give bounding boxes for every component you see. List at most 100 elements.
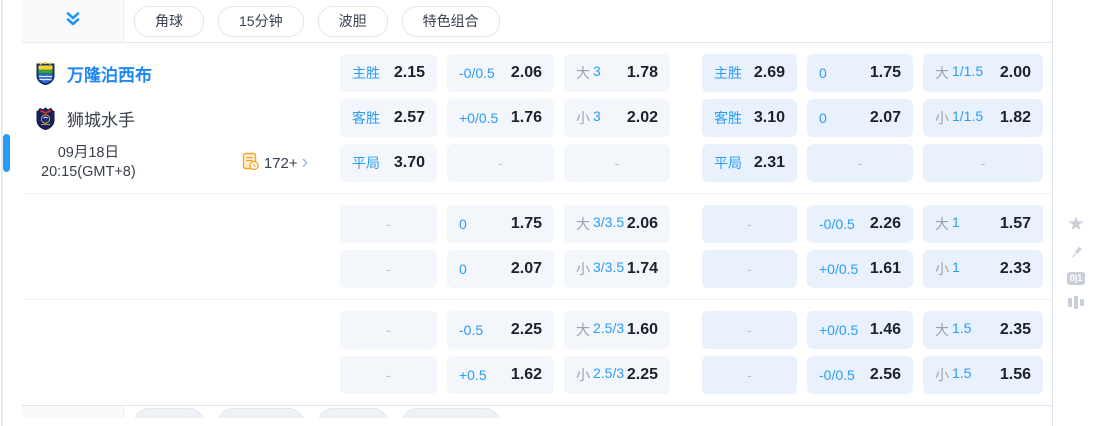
odds-cell[interactable]: 小 1.5 1.56 (923, 356, 1043, 394)
odds-cell[interactable]: 大 1/1.5 2.00 (923, 54, 1043, 92)
odds-cell: - (447, 144, 554, 182)
empty-odds-dash: - (498, 155, 503, 171)
home-team-row[interactable]: 万隆泊西布 (35, 54, 330, 92)
odds-cell[interactable]: 客胜 2.57 (340, 99, 437, 137)
odds-label: +0/0.5 (819, 322, 859, 338)
empty-odds-dash: - (614, 155, 620, 171)
odds-label: -0.5 (459, 322, 484, 338)
odds-value: 2.31 (753, 154, 785, 171)
chevron-right-icon: › (301, 151, 308, 173)
left-scrollbar[interactable] (0, 0, 14, 426)
odds-label: 0 (819, 110, 827, 126)
market-tab[interactable]: 波胆 (317, 5, 388, 37)
market-tab[interactable]: 15分钟 (218, 5, 304, 37)
odds-value: 1.62 (510, 366, 542, 383)
odds-value: 2.15 (393, 64, 425, 81)
odds-cell[interactable]: 大 1.5 2.35 (923, 311, 1043, 349)
odds-cell[interactable]: 大 2.5/3 1.60 (564, 311, 670, 349)
info-spacer (35, 311, 330, 394)
odds-cell: - (340, 250, 437, 288)
odds-grid-third: - -0.5 2.25 大 2.5/3 1.60 - +0/0.5 1.46 大 1.5 2.35 - +… (340, 311, 1043, 394)
odds-cell[interactable]: -0/0.5 2.26 (807, 205, 913, 243)
next-match-row-partial: 角球 15分钟 波胆 特色组合 (22, 406, 1052, 418)
column-group-spacer (680, 99, 692, 137)
odds-cell[interactable]: 大 1 1.57 (923, 205, 1043, 243)
odds-label: 主胜 (352, 65, 380, 81)
odds-cell[interactable]: +0/0.5 1.61 (807, 250, 913, 288)
odds-cell[interactable]: 平局 3.70 (340, 144, 437, 182)
market-tab[interactable]: 角球 (134, 5, 204, 37)
odds-cell[interactable]: 0 1.75 (447, 205, 554, 243)
away-team-logo-icon (35, 106, 56, 130)
odds-cell[interactable]: 平局 2.31 (702, 144, 797, 182)
double-chevron-down-icon (64, 10, 82, 33)
odds-value: 1.46 (869, 321, 901, 338)
market-tab[interactable]: 15分钟 (218, 408, 304, 418)
column-group-spacer (680, 250, 692, 288)
favorite-star-icon[interactable]: ★ (1067, 214, 1085, 235)
odds-cell[interactable]: 主胜 2.15 (340, 54, 437, 92)
odds-label: 大 3/3.5 (576, 214, 625, 232)
odds-cell[interactable]: 大 3/3.5 2.06 (564, 205, 670, 243)
odds-cell[interactable]: 0 1.75 (807, 54, 913, 92)
odds-cell[interactable]: 大 3 1.78 (564, 54, 670, 92)
stats-chart-icon[interactable] (1068, 296, 1084, 309)
odds-value: 1.61 (869, 260, 901, 277)
odds-cell[interactable]: 客胜 3.10 (702, 99, 797, 137)
odds-value: 2.07 (869, 109, 901, 126)
odds-format-toggle-icon[interactable]: 0|1 (1066, 272, 1086, 285)
empty-odds-dash: - (980, 155, 986, 171)
column-group-spacer (680, 356, 692, 394)
home-team-name[interactable]: 万隆泊西布 (67, 65, 152, 85)
next-market-tabs: 角球 15分钟 波胆 特色组合 (124, 408, 500, 418)
odds-cell[interactable]: +0.5 1.62 (447, 356, 554, 394)
odds-cell: - (923, 144, 1043, 182)
odds-cell[interactable]: 主胜 2.69 (702, 54, 797, 92)
odds-cell[interactable]: 小 3 2.02 (564, 99, 670, 137)
odds-cell[interactable]: 小 1/1.5 1.82 (923, 99, 1043, 137)
next-collapse-box[interactable] (22, 406, 124, 418)
odds-cell[interactable]: +0/0.5 1.76 (447, 99, 554, 137)
market-tab[interactable]: 角球 (134, 408, 204, 418)
empty-odds-dash: - (386, 367, 391, 383)
odds-cell[interactable]: -0/0.5 2.56 (807, 356, 913, 394)
odds-label: 0 (459, 261, 467, 277)
column-group-spacer (680, 54, 692, 92)
odds-panel: 角球 15分钟 波胆 特色组合 (22, 0, 1053, 426)
row-actions: ★ 0|1 (1061, 215, 1091, 309)
odds-value: 2.69 (753, 64, 785, 81)
odds-value: 2.07 (510, 260, 542, 277)
odds-cell[interactable]: 小 3/3.5 1.74 (564, 250, 670, 288)
odds-cell[interactable]: 0 2.07 (807, 99, 913, 137)
scrollbar-thumb[interactable] (3, 134, 10, 172)
pin-icon[interactable] (1068, 245, 1084, 261)
odds-value: 2.06 (626, 215, 658, 232)
collapse-row-button[interactable] (22, 0, 124, 42)
odds-cell[interactable]: +0/0.5 1.46 (807, 311, 913, 349)
odds-cell: - (564, 144, 670, 182)
away-team-row[interactable]: 狮城水手 (35, 99, 330, 137)
odds-label: 小 2.5/3 (576, 365, 625, 383)
odds-cell[interactable]: -0.5 2.25 (447, 311, 554, 349)
odds-label: 大 1/1.5 (935, 63, 984, 81)
market-tab[interactable]: 特色组合 (401, 5, 500, 37)
scrollbar-track (1, 0, 3, 426)
column-group-spacer (680, 144, 692, 182)
odds-value: 2.57 (393, 109, 425, 126)
odds-value: 1.74 (626, 260, 658, 277)
odds-cell[interactable]: 小 2.5/3 2.25 (564, 356, 670, 394)
odds-cell: - (340, 311, 437, 349)
away-team-name[interactable]: 狮城水手 (67, 110, 135, 130)
odds-cell[interactable]: 0 2.07 (447, 250, 554, 288)
odds-cell: - (702, 356, 797, 394)
odds-cell[interactable]: -0/0.5 2.06 (447, 54, 554, 92)
odds-value: 2.26 (869, 215, 901, 232)
market-tab[interactable]: 波胆 (317, 408, 388, 418)
market-tab[interactable]: 特色组合 (401, 408, 500, 418)
odds-cell[interactable]: 小 1 2.33 (923, 250, 1043, 288)
odds-label: 小 1/1.5 (935, 108, 984, 126)
more-odds-link[interactable]: 172+ › (241, 152, 308, 175)
odds-value: 2.06 (510, 64, 542, 81)
empty-odds-dash: - (747, 322, 752, 338)
